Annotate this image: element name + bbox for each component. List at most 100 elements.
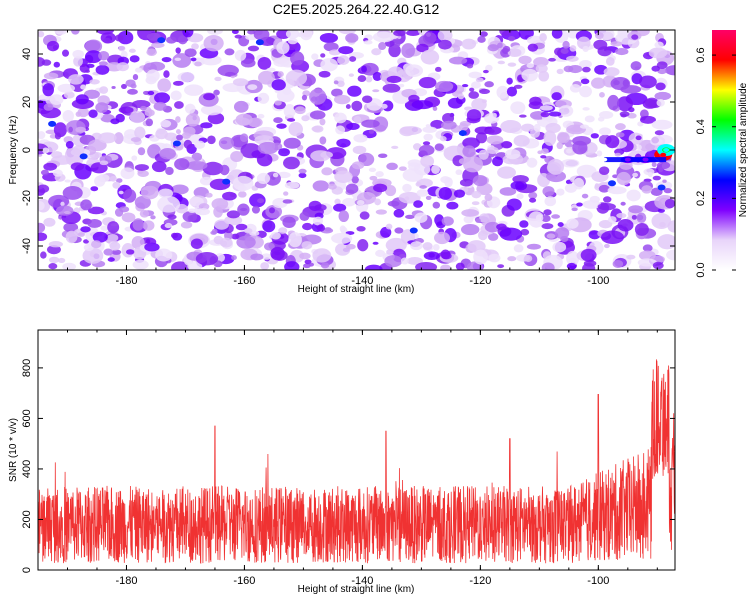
heatmap-cell bbox=[434, 80, 454, 92]
heatmap-cell bbox=[466, 63, 474, 69]
heatmap-cell bbox=[400, 257, 409, 265]
heatmap-cell bbox=[594, 32, 604, 40]
heatmap-cell bbox=[238, 191, 247, 198]
heatmap-cell bbox=[207, 112, 225, 125]
heatmap-cell bbox=[496, 223, 507, 231]
heatmap-cell bbox=[651, 119, 673, 130]
heatmap-y-tick-label-1: -20 bbox=[21, 190, 33, 206]
heatmap-cell bbox=[214, 76, 222, 82]
heatmap-cell bbox=[121, 212, 136, 223]
heatmap-cell bbox=[256, 172, 271, 184]
heatmap-cell bbox=[483, 69, 489, 74]
heatmap-cell bbox=[154, 92, 171, 104]
heatmap-cell bbox=[328, 183, 337, 190]
heatmap-cell bbox=[405, 64, 424, 78]
heatmap-cell bbox=[276, 89, 295, 103]
heatmap-cell bbox=[130, 83, 137, 89]
heatmap-cell bbox=[410, 241, 423, 251]
colorbar-tick-label-1: 0.2 bbox=[695, 191, 707, 206]
heatmap-cell bbox=[139, 209, 150, 218]
heatmap-cell bbox=[639, 115, 656, 124]
heatmap-cell bbox=[620, 85, 642, 94]
heatmap-cell bbox=[316, 224, 326, 232]
heatmap-cell bbox=[157, 78, 172, 93]
heatmap-cell bbox=[98, 61, 108, 66]
heatmap-cell bbox=[444, 177, 453, 188]
heatmap-cell bbox=[579, 124, 589, 129]
heatmap-cell bbox=[320, 262, 330, 269]
heatmap-cell bbox=[276, 41, 290, 55]
heatmap-cell bbox=[112, 181, 121, 189]
heatmap-cell bbox=[288, 121, 303, 137]
heatmap-cell bbox=[557, 222, 564, 228]
heatmap-cell bbox=[88, 139, 107, 152]
heatmap-cell bbox=[637, 258, 657, 267]
heatmap-cell bbox=[642, 244, 653, 252]
heatmap-cell bbox=[287, 37, 298, 45]
heatmap-cell bbox=[361, 65, 367, 73]
heatmap-cell bbox=[434, 214, 445, 226]
heatmap-cell bbox=[608, 180, 617, 187]
heatmap-cell bbox=[160, 120, 172, 128]
heatmap-cell bbox=[234, 49, 247, 61]
heatmap-cell bbox=[469, 87, 475, 92]
heatmap-cell bbox=[299, 252, 311, 260]
heatmap-cell bbox=[158, 188, 174, 199]
heatmap-cell bbox=[528, 191, 538, 199]
heatmap-cell bbox=[129, 111, 146, 124]
heatmap-cell bbox=[546, 233, 556, 239]
snr-y-ticks: 0 200 400 600 800 bbox=[21, 359, 675, 573]
heatmap-cell bbox=[79, 153, 88, 160]
heatmap-cell bbox=[99, 86, 109, 94]
heatmap-cell bbox=[597, 202, 616, 211]
heatmap-cell bbox=[368, 167, 377, 173]
heatmap-cell bbox=[485, 128, 495, 134]
heatmap-cell bbox=[541, 148, 549, 154]
heatmap-cell bbox=[594, 183, 600, 189]
heatmap-cell bbox=[556, 68, 564, 75]
heatmap-cell bbox=[414, 212, 428, 223]
heatmap-cell bbox=[199, 176, 214, 186]
heatmap-cell bbox=[64, 147, 82, 163]
heatmap-cell bbox=[386, 162, 398, 171]
heatmap-cell bbox=[172, 80, 184, 86]
heatmap-cell bbox=[626, 189, 641, 202]
heatmap-cell bbox=[184, 103, 196, 114]
heatmap-cell bbox=[191, 43, 199, 50]
heatmap-cell bbox=[462, 137, 480, 149]
heatmap-cell bbox=[117, 30, 134, 45]
heatmap-cell bbox=[109, 175, 117, 182]
heatmap-cell bbox=[484, 81, 494, 88]
heatmap-cell bbox=[43, 217, 56, 227]
heatmap-cell bbox=[232, 78, 249, 87]
heatmap-cell bbox=[353, 133, 368, 143]
heatmap-cell bbox=[662, 179, 667, 183]
heatmap-cell bbox=[157, 37, 166, 44]
heatmap-cell bbox=[589, 195, 600, 203]
heatmap-cell bbox=[95, 64, 110, 75]
heatmap-x-tick-label-4: -100 bbox=[587, 275, 609, 287]
heatmap-cell bbox=[72, 49, 85, 59]
heatmap-cell bbox=[110, 222, 119, 227]
heatmap-cell bbox=[398, 191, 421, 204]
heatmap-cell bbox=[80, 199, 92, 211]
heatmap-cell bbox=[478, 149, 489, 160]
heatmap-cell bbox=[516, 193, 524, 200]
heatmap-cell bbox=[635, 135, 642, 141]
heatmap-cell bbox=[320, 58, 338, 72]
heatmap-cell bbox=[558, 105, 574, 117]
heatmap-cell bbox=[196, 208, 210, 216]
heatmap-cell bbox=[54, 132, 62, 140]
heatmap-cell bbox=[440, 136, 447, 142]
heatmap-cell bbox=[250, 253, 264, 261]
heatmap-cell bbox=[533, 57, 549, 67]
heatmap-cell bbox=[38, 222, 46, 233]
heatmap-cell bbox=[520, 228, 530, 236]
heatmap-cell bbox=[182, 211, 198, 222]
heatmap-cell bbox=[177, 35, 188, 45]
heatmap-feature-top-0 bbox=[601, 157, 608, 162]
heatmap-cell bbox=[200, 122, 213, 129]
heatmap-cell bbox=[506, 86, 518, 97]
heatmap-cell bbox=[283, 156, 300, 170]
heatmap-cell bbox=[402, 183, 412, 193]
